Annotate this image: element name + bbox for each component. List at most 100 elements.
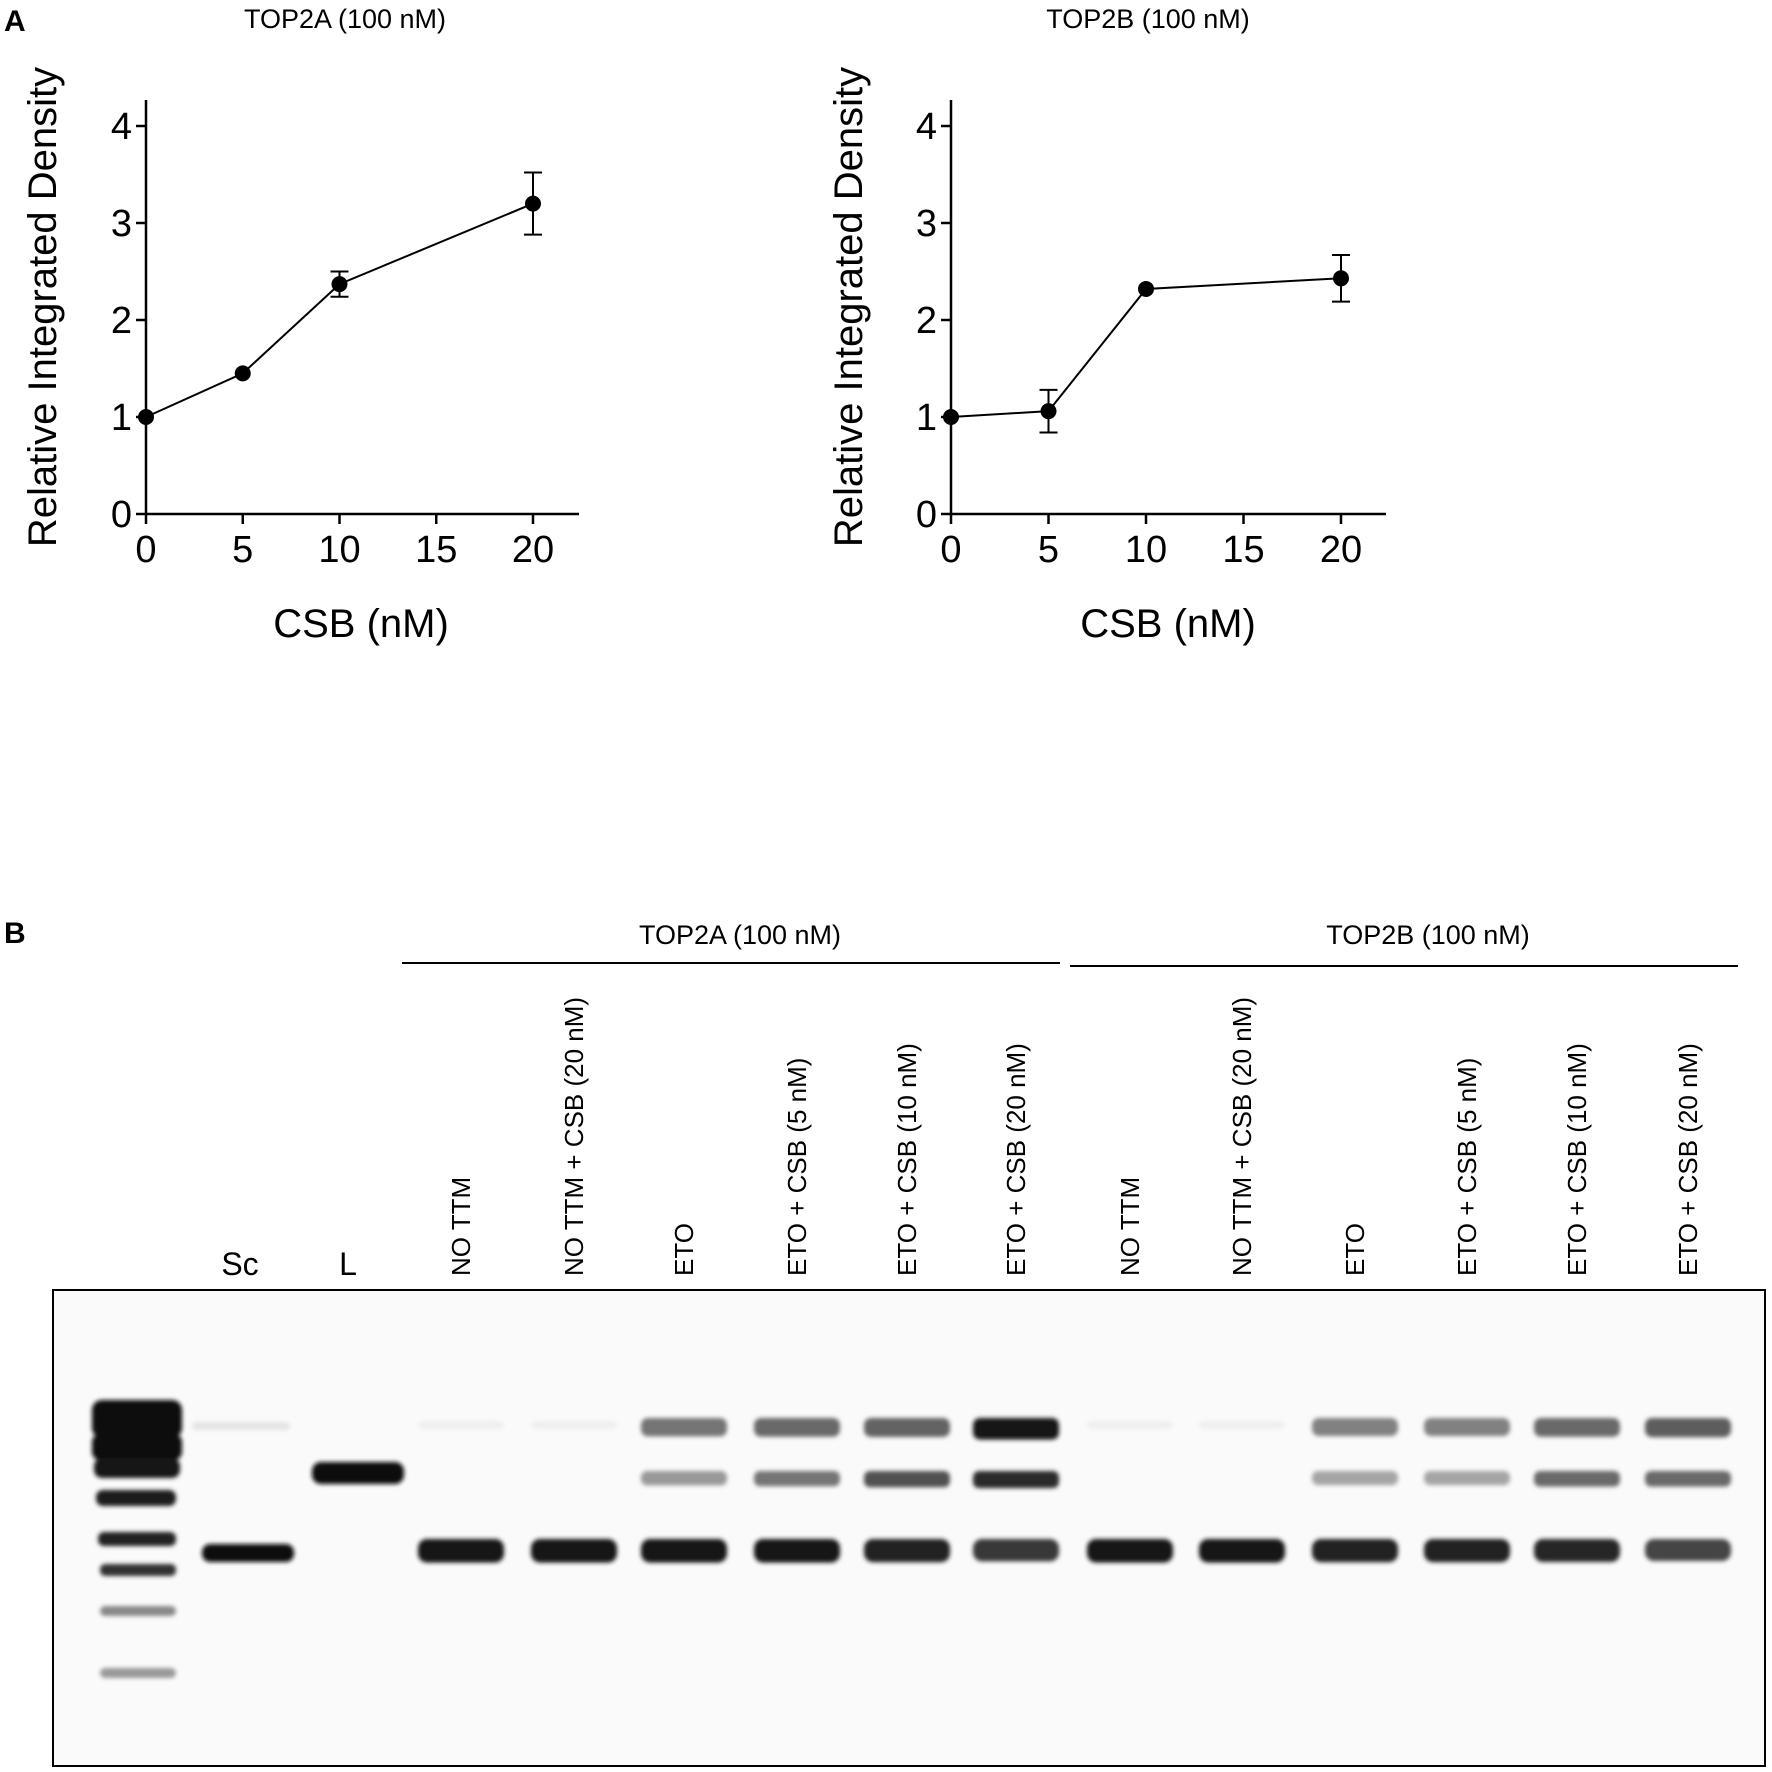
chart-top2a-xtick-label-10: 10 xyxy=(318,529,360,571)
chart-top2a-title: TOP2A (100 nM) xyxy=(244,4,446,34)
chart-top2b-ytick-label-1: 1 xyxy=(916,397,937,439)
marker-label-sc: Sc xyxy=(221,1246,258,1282)
gel-band-bottom-lane-8 xyxy=(1199,1539,1285,1563)
chart-top2b-point-2 xyxy=(1138,280,1154,297)
panel-b-label: B xyxy=(4,917,26,950)
lane-labels: NO TTM NO TTM + CSB (20 nM) ETO ETO + CSB (… xyxy=(446,997,1703,1276)
gel-band-top-lane-5 xyxy=(864,1418,950,1437)
gel-band-bottom-lane-1 xyxy=(418,1539,504,1563)
chart-top2b-point-3 xyxy=(1333,270,1349,287)
chart-top2a-point-1 xyxy=(234,365,251,382)
gel-band-middle-lane-11 xyxy=(1534,1471,1620,1487)
chart-top2a-xtick-label-0: 0 xyxy=(135,529,156,571)
chart-top2b-x-title: CSB (nM) xyxy=(1080,602,1256,646)
gel-band-middle-lane-3 xyxy=(641,1471,727,1486)
chart-top2a-line xyxy=(145,202,534,418)
chart-top2a-series xyxy=(138,171,542,425)
lane-label-11: ETO + CSB (10 nM) xyxy=(1562,1043,1592,1276)
chart-top2a-x-title: CSB (nM) xyxy=(273,602,449,646)
gel-band-top-lane-11 xyxy=(1534,1418,1620,1437)
chart-top2b-title: TOP2B (100 nM) xyxy=(1046,4,1250,34)
chart-top2a-point-3 xyxy=(525,195,541,212)
gel-band-top-lane-9 xyxy=(1312,1418,1398,1436)
gel-band-bottom-lane-7 xyxy=(1087,1539,1173,1563)
chart-top2b-xtick-label-20: 20 xyxy=(1320,529,1362,571)
gel-band-bottom-lane-4 xyxy=(754,1539,840,1563)
gel-band-bottom-lane-2 xyxy=(531,1539,617,1563)
gel-band-top-lane-8 xyxy=(1199,1421,1285,1429)
lane-label-6: ETO + CSB (20 nM) xyxy=(1001,1043,1031,1276)
gel-band-top-lane-1 xyxy=(418,1421,504,1429)
group-label-top2b: TOP2B (100 nM) xyxy=(1326,920,1530,950)
gel-band-middle-lane-5 xyxy=(864,1471,950,1488)
marker-label-l: L xyxy=(339,1246,357,1282)
chart-top2b-ytick-label-2: 2 xyxy=(916,300,937,342)
gel-band-middle-lane-10 xyxy=(1424,1471,1510,1486)
chart-top2b-line xyxy=(950,277,1342,418)
chart-top2b-point-1 xyxy=(1040,403,1057,420)
chart-top2a-point-2 xyxy=(331,276,348,293)
gel-band-top-lane-6 xyxy=(973,1418,1059,1440)
chart-top2a-ytick-label-3: 3 xyxy=(111,203,132,245)
gel-band-bottom-lane-6 xyxy=(973,1539,1059,1562)
chart-top2b-ytick-label-4: 4 xyxy=(916,106,937,148)
chart-top2a-ticks: 0 1 2 3 4 0 5 10 15 20 xyxy=(111,106,554,571)
linear-lane xyxy=(312,1462,404,1484)
gel-band-bottom-lane-5 xyxy=(864,1539,950,1563)
chart-top2b-ticks: 0 1 2 3 4 0 5 10 15 20 xyxy=(916,106,1362,571)
gel-band-bottom-lane-11 xyxy=(1534,1539,1620,1563)
chart-top2a-xtick-label-15: 15 xyxy=(415,529,457,571)
gel-frame xyxy=(52,1289,1766,1767)
lane-label-8: NO TTM + CSB (20 nM) xyxy=(1227,997,1257,1276)
chart-top2a-point-0 xyxy=(138,409,154,425)
lane-label-10: ETO + CSB (5 nM) xyxy=(1452,1058,1482,1276)
chart-top2b-xtick-label-5: 5 xyxy=(1038,529,1059,571)
gel-band-top-lane-7 xyxy=(1087,1421,1173,1429)
ladder-lane xyxy=(92,1400,182,1678)
gel-band-middle-lane-9 xyxy=(1312,1471,1398,1486)
chart-top2b-y-title: Relative Integrated Density xyxy=(827,67,871,547)
sample-lanes xyxy=(418,1418,1731,1563)
chart-top2b-series xyxy=(943,254,1350,434)
lane-label-9: ETO xyxy=(1340,1223,1370,1276)
lane-label-3: ETO xyxy=(669,1223,699,1276)
gel-band-bottom-lane-12 xyxy=(1645,1539,1731,1561)
sc-lane xyxy=(192,1422,294,1562)
gel-band-top-lane-10 xyxy=(1424,1418,1510,1436)
gel-band-top-lane-3 xyxy=(641,1418,727,1437)
gel-band-middle-lane-12 xyxy=(1645,1471,1731,1487)
gel-band-middle-lane-6 xyxy=(973,1471,1059,1489)
gel-band-top-lane-12 xyxy=(1645,1418,1731,1438)
lane-label-5: ETO + CSB (10 nM) xyxy=(892,1043,922,1276)
chart-top2a: TOP2A (100 nM) Relative Integrated Densi… xyxy=(21,4,579,646)
chart-top2b-xtick-label-10: 10 xyxy=(1125,529,1167,571)
lane-label-7: NO TTM xyxy=(1115,1177,1145,1276)
group-label-top2a: TOP2A (100 nM) xyxy=(639,920,841,950)
gel-band-top-lane-2 xyxy=(531,1421,617,1429)
chart-top2b-ytick-label-3: 3 xyxy=(916,203,937,245)
gel-band-bottom-lane-10 xyxy=(1424,1539,1510,1563)
gel-band-middle-lane-4 xyxy=(754,1471,840,1487)
chart-top2b-xtick-label-0: 0 xyxy=(940,529,961,571)
chart-top2a-ytick-label-0: 0 xyxy=(111,494,132,536)
chart-top2b-ytick-label-0: 0 xyxy=(916,494,937,536)
chart-top2a-xtick-label-5: 5 xyxy=(232,529,253,571)
gel-band-bottom-lane-3 xyxy=(641,1539,727,1563)
gel-band-top-lane-4 xyxy=(754,1418,840,1437)
panel-a-label: A xyxy=(4,5,26,38)
chart-top2a-ytick-label-2: 2 xyxy=(111,300,132,342)
gel-band-bottom-lane-9 xyxy=(1312,1539,1398,1563)
lane-label-4: ETO + CSB (5 nM) xyxy=(782,1058,812,1276)
lane-label-12: ETO + CSB (20 nM) xyxy=(1673,1043,1703,1276)
chart-top2b: TOP2B (100 nM) Relative Integrated Densi… xyxy=(827,4,1386,646)
gel-image xyxy=(52,1289,1766,1767)
chart-top2a-ytick-label-4: 4 xyxy=(111,106,132,148)
chart-top2a-ytick-label-1: 1 xyxy=(111,397,132,439)
chart-top2b-point-0 xyxy=(943,409,959,425)
chart-top2a-xtick-label-20: 20 xyxy=(512,529,554,571)
chart-top2a-y-title: Relative Integrated Density xyxy=(21,67,65,547)
lane-label-2: NO TTM + CSB (20 nM) xyxy=(559,997,589,1276)
lane-label-1: NO TTM xyxy=(446,1177,476,1276)
chart-top2b-xtick-label-15: 15 xyxy=(1222,529,1264,571)
